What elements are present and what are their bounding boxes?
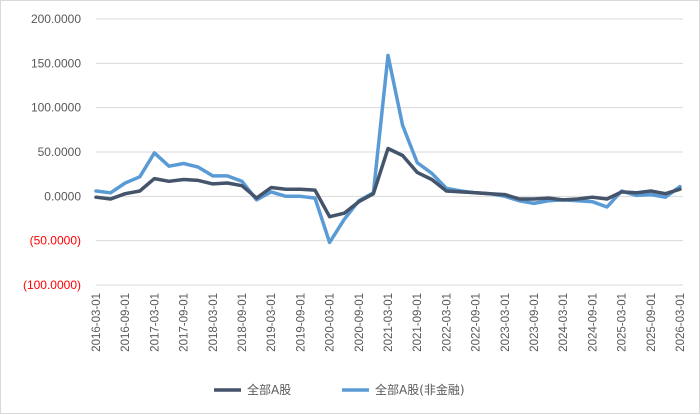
y-tick-label: 150.0000 [31,56,81,70]
x-tick-label: 2016-09-01 [120,293,132,352]
x-tick-label: 2016-03-01 [91,293,103,352]
y-tick-label: (50.0000) [30,234,81,248]
legend-label-1: 全部A股(非金融) [375,382,465,397]
series-line-0 [96,149,680,217]
x-tick-label: 2019-03-01 [266,293,278,352]
x-tick-label: 2022-09-01 [471,293,483,352]
x-tick-label: 2024-03-01 [558,293,570,352]
y-tick-label: (100.0000) [23,278,81,292]
x-tick-label: 2018-09-01 [237,293,249,352]
x-tick-label: 2019-09-01 [295,293,307,352]
x-tick-label: 2026-03-01 [675,293,687,352]
x-tick-label: 2021-03-01 [383,293,395,352]
x-tick-label: 2017-03-01 [149,293,161,352]
y-tick-label: 100.0000 [31,101,81,115]
x-tick-label: 2025-03-01 [617,293,629,352]
legend: 全部A股 全部A股(非金融) [214,382,465,397]
x-tick-label: 2021-09-01 [412,293,424,352]
x-tick-label: 2018-03-01 [208,293,220,352]
legend-label-0: 全部A股 [247,382,291,397]
x-tick-label: 2020-09-01 [354,293,366,352]
x-tick-label: 2023-09-01 [529,293,541,352]
x-tick-label: 2025-09-01 [646,293,658,352]
y-tick-label: 50.0000 [38,145,82,159]
x-tick-label: 2017-09-01 [179,293,191,352]
x-axis-ticks: 2016-03-01 2016-09-01 2017-03-01 2017-09-01… [91,293,687,352]
y-axis-ticks: 200.0000 150.0000 100.0000 50.0000 0.0000 (50… [23,12,81,292]
x-tick-label: 2020-03-01 [325,293,337,352]
x-tick-label: 2024-09-01 [587,293,599,352]
x-tick-label: 2023-03-01 [500,293,512,352]
x-tick-label: 2022-03-01 [441,293,453,352]
series-lines [96,55,680,242]
y-tick-label: 0.0000 [44,189,81,203]
y-tick-label: 200.0000 [31,12,81,26]
